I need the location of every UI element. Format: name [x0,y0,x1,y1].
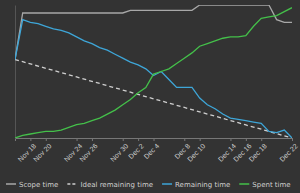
x-tick: Dec 2 [127,138,145,160]
x-tick-label: Dec 18 [247,142,268,163]
x-tick-label: Dec 2 [127,142,145,160]
x-tick-line [246,138,247,141]
x-tick-line [261,138,262,141]
y-axis [15,6,16,139]
x-tick-label: Nov 26 [78,142,99,163]
legend-label: Spent time [252,181,290,189]
x-tick: Nov 26 [78,138,99,163]
legend-item: Scope time [6,181,58,189]
x-tick-line [92,138,93,141]
x-tick-label: Dec 10 [186,142,207,163]
x-axis-line [16,139,293,142]
x-tick: Dec 18 [247,138,268,163]
x-tick-line [77,138,78,141]
legend-label: Remaining time [175,181,230,189]
x-axis: Nov 18Nov 20Nov 24Nov 26Nov 30Dec 2Dec 4… [16,138,299,163]
x-tick: Dec 4 [142,138,160,160]
x-tick-line [292,138,293,141]
legend-label: Ideal remaining time [80,181,153,189]
legend-swatch [162,183,172,185]
x-tick-line [184,138,185,141]
legend-item: Spent time [239,181,290,189]
x-tick-line [138,138,139,141]
x-tick-line [30,138,31,141]
x-tick-label: Dec 4 [142,142,160,160]
series-line [15,20,292,138]
legend-swatch [67,183,77,185]
chart: Nov 18Nov 20Nov 24Nov 26Nov 30Dec 2Dec 4… [0,0,300,193]
x-tick-line [230,138,231,141]
x-tick-label: Nov 20 [32,142,53,163]
legend-item: Remaining time [162,181,230,189]
series-line [15,5,292,60]
x-tick-label: Dec 22 [278,142,299,163]
series-line [15,60,292,138]
x-tick-line [123,138,124,141]
x-tick: Dec 10 [186,138,207,163]
lines [15,5,292,138]
x-tick: Nov 20 [32,138,53,163]
x-tick-label: Nov 30 [109,142,130,163]
legend-item: Ideal remaining time [67,181,153,189]
legend: Scope time Ideal remaining time Remaining … [6,181,291,189]
legend-label: Scope time [19,181,58,189]
legend-swatch [6,183,16,185]
x-tick-line [46,138,47,141]
legend-swatch [239,183,249,185]
plot: Nov 18Nov 20Nov 24Nov 26Nov 30Dec 2Dec 4… [15,5,299,163]
x-tick: Dec 22 [278,138,299,163]
series-line [15,8,292,138]
x-tick-line [200,138,201,141]
x-tick: Nov 30 [109,138,130,163]
x-tick-line [154,138,155,141]
y-axis-line [15,6,16,139]
